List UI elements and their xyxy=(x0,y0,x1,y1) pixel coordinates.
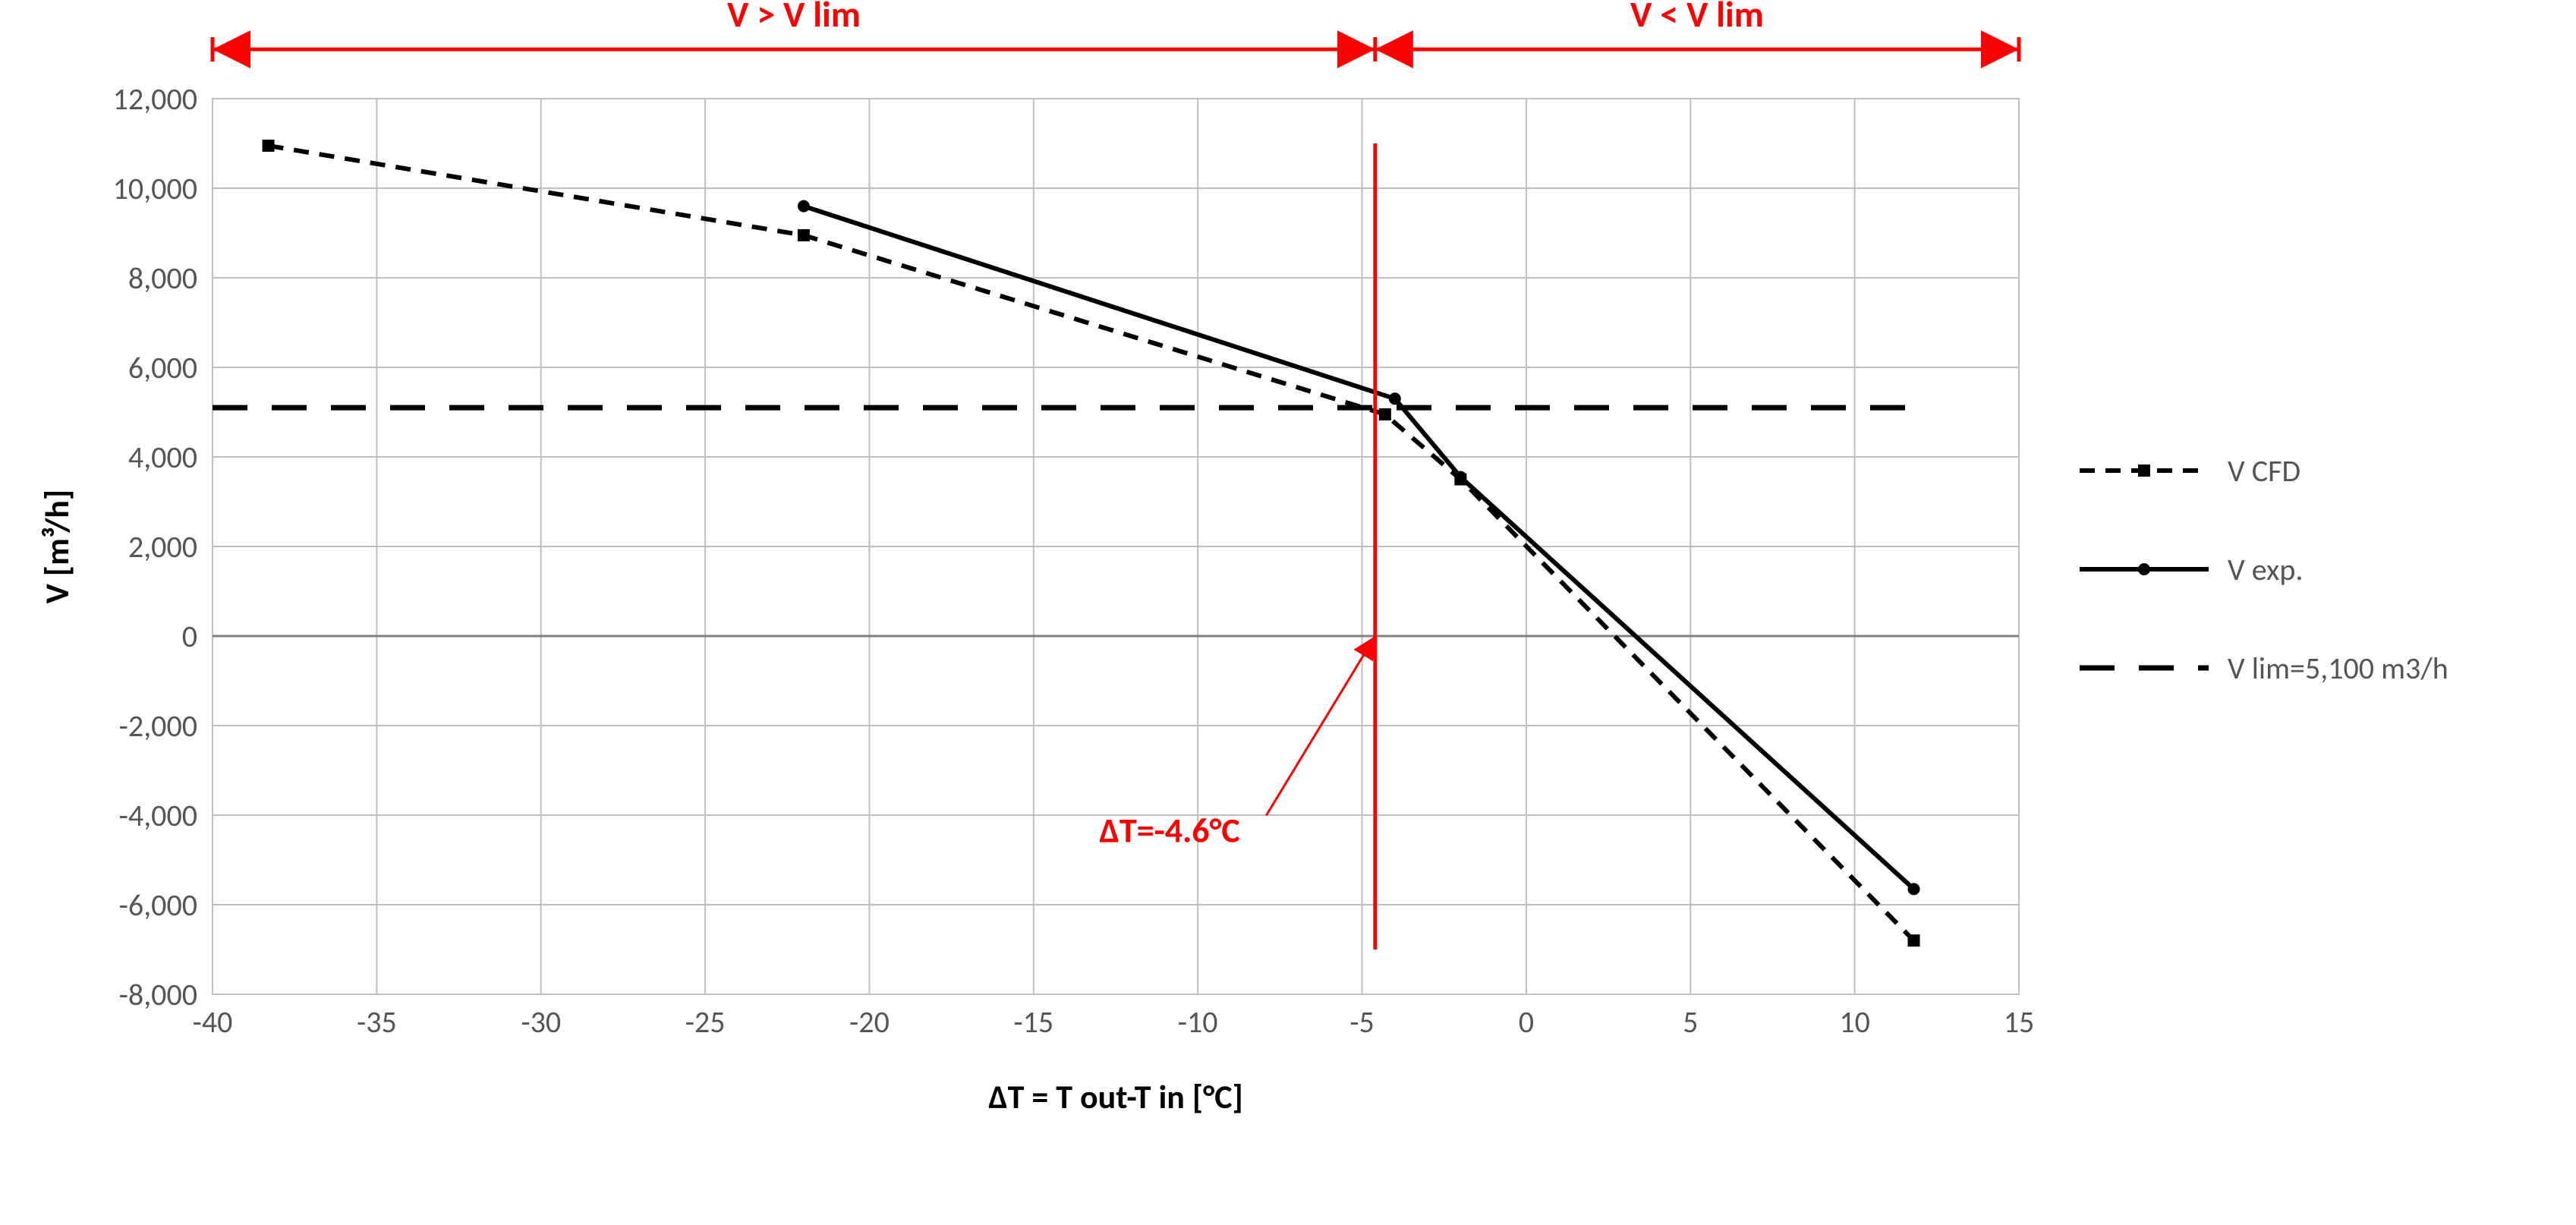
xtick-label: -25 xyxy=(685,1003,726,1041)
xtick-label: -10 xyxy=(1178,1003,1218,1041)
ytick-label: 8,000 xyxy=(128,260,197,297)
ytick-label: -2,000 xyxy=(119,707,197,745)
series-vexp-marker xyxy=(1389,392,1401,405)
series-vexp-marker xyxy=(1908,883,1920,895)
legend-marker-vexp xyxy=(2138,563,2150,575)
ytick-label: 0 xyxy=(182,618,197,655)
xlabel: ΔT = T out-T in [°C] xyxy=(988,1076,1243,1117)
legend-marker-vcfd xyxy=(2138,464,2150,477)
series-vexp-marker xyxy=(798,200,810,213)
xtick-label: -15 xyxy=(1013,1003,1053,1041)
ytick-label: -6,000 xyxy=(119,886,197,924)
legend-label-vcfd: V CFD xyxy=(2228,452,2300,490)
ytick-label: 4,000 xyxy=(128,439,197,476)
ytick-label: 12,000 xyxy=(113,80,197,118)
top-label-left: V > V lim xyxy=(727,0,861,36)
legend-label-vlim: V lim=5,100 m3/h xyxy=(2228,650,2448,687)
xtick-label: -30 xyxy=(521,1003,561,1041)
xtick-label: 10 xyxy=(1839,1003,1870,1041)
series-vcfd-marker xyxy=(1908,934,1920,946)
chart-container: -40 -35 -30 -25 -20 -15 -10 -5 0 5 10 15 -8,000 -6,00… xyxy=(0,0,2576,1225)
series-vcfd-marker xyxy=(798,229,810,241)
xtick-label: -35 xyxy=(357,1003,397,1041)
xtick-label: 15 xyxy=(2004,1003,2035,1041)
ylabel: V [m³/h] xyxy=(36,490,77,603)
series-vcfd-marker xyxy=(1379,408,1391,420)
xtick-label: -20 xyxy=(849,1003,890,1041)
xtick-label: -5 xyxy=(1349,1003,1375,1041)
ytick-label: 2,000 xyxy=(128,528,197,565)
chart-svg: -40 -35 -30 -25 -20 -15 -10 -5 0 5 10 15 -8,000 -6,00… xyxy=(0,0,2576,1225)
series-vexp-marker xyxy=(1454,471,1466,483)
series-vcfd-marker xyxy=(263,140,275,152)
plot-bg xyxy=(0,0,2576,1225)
ytick-label: 6,000 xyxy=(128,349,197,386)
xtick-label: -40 xyxy=(193,1003,233,1041)
annotation-text: ΔT=-4.6°C xyxy=(1099,809,1239,852)
ytick-label: 10,000 xyxy=(113,170,197,207)
xtick-label: 5 xyxy=(1683,1003,1698,1041)
ytick-label: -8,000 xyxy=(119,976,197,1013)
legend-label-vexp: V exp. xyxy=(2228,551,2303,588)
top-label-right: V < V lim xyxy=(1630,0,1764,36)
ytick-label: -4,000 xyxy=(119,797,197,834)
xtick-label: 0 xyxy=(1519,1003,1534,1041)
